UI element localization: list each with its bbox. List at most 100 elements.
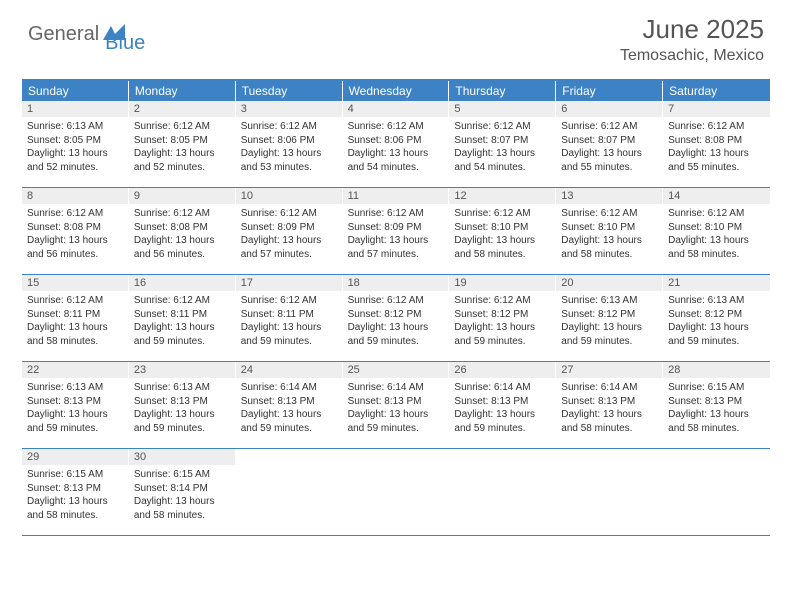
daylight-text: Daylight: 13 hours and 58 minutes. <box>561 234 658 261</box>
day-cell: 18Sunrise: 6:12 AMSunset: 8:12 PMDayligh… <box>343 275 450 361</box>
day-content: Sunrise: 6:15 AMSunset: 8:13 PMDaylight:… <box>663 378 770 440</box>
day-cell: 16Sunrise: 6:12 AMSunset: 8:11 PMDayligh… <box>129 275 236 361</box>
weekday-header: Sunday <box>22 81 129 101</box>
sunset-text: Sunset: 8:05 PM <box>134 134 231 148</box>
day-cell: 26Sunrise: 6:14 AMSunset: 8:13 PMDayligh… <box>449 362 556 448</box>
day-number: 7 <box>663 101 770 117</box>
day-content: Sunrise: 6:12 AMSunset: 8:12 PMDaylight:… <box>449 291 556 353</box>
sunset-text: Sunset: 8:11 PM <box>27 308 124 322</box>
daylight-text: Daylight: 13 hours and 59 minutes. <box>134 408 231 435</box>
day-cell: 10Sunrise: 6:12 AMSunset: 8:09 PMDayligh… <box>236 188 343 274</box>
day-number: 8 <box>22 188 129 204</box>
sunset-text: Sunset: 8:13 PM <box>348 395 445 409</box>
day-content: Sunrise: 6:12 AMSunset: 8:12 PMDaylight:… <box>343 291 450 353</box>
day-number: 16 <box>129 275 236 291</box>
weekday-header: Friday <box>556 81 663 101</box>
day-number: 24 <box>236 362 343 378</box>
sunrise-text: Sunrise: 6:13 AM <box>561 294 658 308</box>
sunrise-text: Sunrise: 6:12 AM <box>241 294 338 308</box>
day-content: Sunrise: 6:12 AMSunset: 8:08 PMDaylight:… <box>129 204 236 266</box>
sunset-text: Sunset: 8:13 PM <box>454 395 551 409</box>
day-number: 11 <box>343 188 450 204</box>
sunset-text: Sunset: 8:10 PM <box>561 221 658 235</box>
weekday-header: Thursday <box>449 81 556 101</box>
day-content: Sunrise: 6:13 AMSunset: 8:12 PMDaylight:… <box>663 291 770 353</box>
day-cell: 20Sunrise: 6:13 AMSunset: 8:12 PMDayligh… <box>556 275 663 361</box>
sunrise-text: Sunrise: 6:14 AM <box>561 381 658 395</box>
sunset-text: Sunset: 8:09 PM <box>348 221 445 235</box>
daylight-text: Daylight: 13 hours and 55 minutes. <box>561 147 658 174</box>
daylight-text: Daylight: 13 hours and 57 minutes. <box>348 234 445 261</box>
sunrise-text: Sunrise: 6:12 AM <box>134 120 231 134</box>
sunset-text: Sunset: 8:07 PM <box>454 134 551 148</box>
week-row: 8Sunrise: 6:12 AMSunset: 8:08 PMDaylight… <box>22 188 770 275</box>
day-cell: 30Sunrise: 6:15 AMSunset: 8:14 PMDayligh… <box>129 449 236 535</box>
day-number: 14 <box>663 188 770 204</box>
title-block: June 2025 Temosachic, Mexico <box>620 14 764 65</box>
sunrise-text: Sunrise: 6:12 AM <box>134 207 231 221</box>
day-content: Sunrise: 6:13 AMSunset: 8:13 PMDaylight:… <box>129 378 236 440</box>
weekday-header: Wednesday <box>343 81 450 101</box>
daylight-text: Daylight: 13 hours and 59 minutes. <box>348 321 445 348</box>
empty-day-cell <box>343 449 450 535</box>
daylight-text: Daylight: 13 hours and 56 minutes. <box>27 234 124 261</box>
day-number: 9 <box>129 188 236 204</box>
day-number: 27 <box>556 362 663 378</box>
sunset-text: Sunset: 8:14 PM <box>134 482 231 496</box>
daylight-text: Daylight: 13 hours and 59 minutes. <box>561 321 658 348</box>
sunset-text: Sunset: 8:10 PM <box>454 221 551 235</box>
day-content: Sunrise: 6:13 AMSunset: 8:13 PMDaylight:… <box>22 378 129 440</box>
day-cell: 6Sunrise: 6:12 AMSunset: 8:07 PMDaylight… <box>556 101 663 187</box>
day-cell: 11Sunrise: 6:12 AMSunset: 8:09 PMDayligh… <box>343 188 450 274</box>
day-cell: 25Sunrise: 6:14 AMSunset: 8:13 PMDayligh… <box>343 362 450 448</box>
daylight-text: Daylight: 13 hours and 56 minutes. <box>134 234 231 261</box>
empty-day-cell <box>449 449 556 535</box>
daylight-text: Daylight: 13 hours and 58 minutes. <box>454 234 551 261</box>
sunset-text: Sunset: 8:12 PM <box>561 308 658 322</box>
day-cell: 22Sunrise: 6:13 AMSunset: 8:13 PMDayligh… <box>22 362 129 448</box>
sunrise-text: Sunrise: 6:12 AM <box>241 120 338 134</box>
day-number: 4 <box>343 101 450 117</box>
sunset-text: Sunset: 8:06 PM <box>241 134 338 148</box>
day-cell: 29Sunrise: 6:15 AMSunset: 8:13 PMDayligh… <box>22 449 129 535</box>
logo-text-general: General <box>28 23 99 46</box>
day-content: Sunrise: 6:12 AMSunset: 8:08 PMDaylight:… <box>22 204 129 266</box>
day-number: 30 <box>129 449 236 465</box>
day-number: 20 <box>556 275 663 291</box>
daylight-text: Daylight: 13 hours and 59 minutes. <box>241 321 338 348</box>
sunset-text: Sunset: 8:12 PM <box>454 308 551 322</box>
day-content: Sunrise: 6:12 AMSunset: 8:10 PMDaylight:… <box>663 204 770 266</box>
day-cell: 24Sunrise: 6:14 AMSunset: 8:13 PMDayligh… <box>236 362 343 448</box>
day-number: 6 <box>556 101 663 117</box>
sunrise-text: Sunrise: 6:12 AM <box>134 294 231 308</box>
daylight-text: Daylight: 13 hours and 58 minutes. <box>27 495 124 522</box>
daylight-text: Daylight: 13 hours and 59 minutes. <box>134 321 231 348</box>
day-number: 22 <box>22 362 129 378</box>
day-number: 1 <box>22 101 129 117</box>
sunrise-text: Sunrise: 6:15 AM <box>668 381 765 395</box>
day-content: Sunrise: 6:14 AMSunset: 8:13 PMDaylight:… <box>556 378 663 440</box>
sunset-text: Sunset: 8:13 PM <box>134 395 231 409</box>
sunrise-text: Sunrise: 6:12 AM <box>27 207 124 221</box>
day-number: 29 <box>22 449 129 465</box>
day-content: Sunrise: 6:13 AMSunset: 8:12 PMDaylight:… <box>556 291 663 353</box>
daylight-text: Daylight: 13 hours and 59 minutes. <box>668 321 765 348</box>
day-content: Sunrise: 6:14 AMSunset: 8:13 PMDaylight:… <box>343 378 450 440</box>
day-number: 3 <box>236 101 343 117</box>
day-number: 2 <box>129 101 236 117</box>
sunset-text: Sunset: 8:11 PM <box>241 308 338 322</box>
day-content: Sunrise: 6:12 AMSunset: 8:09 PMDaylight:… <box>236 204 343 266</box>
sunrise-text: Sunrise: 6:13 AM <box>27 120 124 134</box>
sunset-text: Sunset: 8:05 PM <box>27 134 124 148</box>
sunset-text: Sunset: 8:06 PM <box>348 134 445 148</box>
day-cell: 13Sunrise: 6:12 AMSunset: 8:10 PMDayligh… <box>556 188 663 274</box>
day-number: 15 <box>22 275 129 291</box>
empty-day-cell <box>663 449 770 535</box>
day-cell: 9Sunrise: 6:12 AMSunset: 8:08 PMDaylight… <box>129 188 236 274</box>
day-cell: 23Sunrise: 6:13 AMSunset: 8:13 PMDayligh… <box>129 362 236 448</box>
sunrise-text: Sunrise: 6:14 AM <box>348 381 445 395</box>
day-number: 26 <box>449 362 556 378</box>
sunrise-text: Sunrise: 6:13 AM <box>27 381 124 395</box>
day-content: Sunrise: 6:12 AMSunset: 8:10 PMDaylight:… <box>556 204 663 266</box>
sunset-text: Sunset: 8:08 PM <box>668 134 765 148</box>
